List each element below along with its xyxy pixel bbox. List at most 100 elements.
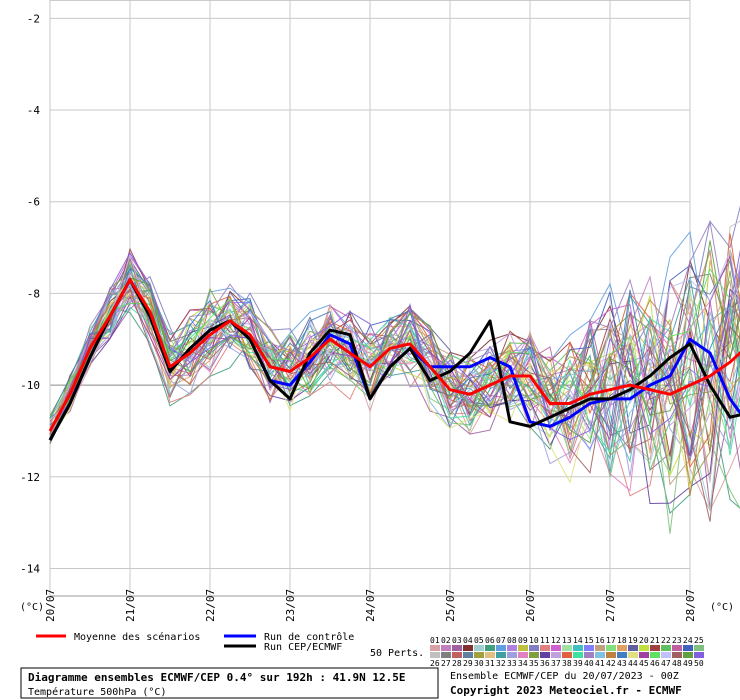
- legend-label-control: Run de contrôle: [264, 631, 354, 643]
- x-tick-label: 24/07: [364, 589, 377, 622]
- perturbation-swatch: [639, 652, 649, 658]
- perturbation-swatch: [441, 645, 451, 651]
- series-line-mean: [48, 278, 740, 432]
- chart-title: Diagramme ensembles ECMWF/CEP 0.4° sur 1…: [28, 671, 406, 684]
- legend-label-cep: Run CEP/ECMWF: [264, 642, 342, 653]
- perturbation-swatch: [650, 652, 660, 658]
- perturbation-code: 46: [650, 659, 660, 668]
- perturbations-label: 50 Perts.: [370, 648, 424, 659]
- perturbation-code: 33: [507, 659, 517, 668]
- perturbation-swatch: [694, 645, 704, 651]
- perturbation-code: 36: [540, 659, 550, 668]
- perturbation-swatch: [430, 652, 440, 658]
- perturbation-code: 03: [452, 636, 462, 645]
- perturbation-swatch: [595, 645, 605, 651]
- perturbation-line: [49, 267, 740, 426]
- perturbation-code: 13: [562, 636, 572, 645]
- perturbation-code: 34: [518, 659, 528, 668]
- perturbation-swatch: [518, 652, 528, 658]
- perturbation-swatch: [584, 652, 594, 658]
- perturbation-code: 14: [573, 636, 583, 645]
- perturbation-swatch: [617, 645, 627, 651]
- perturbation-code: 47: [661, 659, 671, 668]
- perturbation-line: [49, 288, 740, 522]
- perturbation-swatch: [474, 652, 484, 658]
- perturbation-line: [49, 255, 740, 496]
- perturbation-swatch: [628, 652, 638, 658]
- perturbation-code: 31: [485, 659, 495, 668]
- perturbation-code: 42: [606, 659, 616, 668]
- x-tick-label: 21/07: [124, 589, 137, 622]
- perturbation-code: 18: [617, 636, 627, 645]
- perturbation-swatch: [551, 652, 561, 658]
- y-tick-label: -10: [20, 379, 40, 392]
- x-tick-label: 20/07: [44, 589, 57, 622]
- perturbation-swatch: [584, 645, 594, 651]
- perturbation-code: 11: [540, 636, 550, 645]
- perturbation-code: 24: [683, 636, 693, 645]
- title-box: [20, 667, 439, 699]
- x-tick-label: 26/07: [524, 589, 537, 622]
- chart-subtitle: Température 500hPa (°C): [28, 686, 166, 698]
- perturbation-code: 30: [474, 659, 484, 668]
- perturbation-swatch: [496, 652, 506, 658]
- legend: Moyenne des scénarios Run de contrôle Ru…: [36, 631, 424, 659]
- perturbation-swatch: [529, 652, 539, 658]
- perturbation-code: 44: [628, 659, 638, 668]
- perturbation-code: 39: [573, 659, 583, 668]
- perturbation-code: 27: [441, 659, 451, 668]
- perturbation-swatch: [650, 645, 660, 651]
- perturbation-swatch: [694, 652, 704, 658]
- perturbation-swatch: [463, 645, 473, 651]
- y-axis-unit-left: (°C): [20, 602, 44, 613]
- x-tick-label: 22/07: [204, 589, 217, 622]
- perturbation-code: 05: [474, 636, 484, 645]
- perturbation-code: 29: [463, 659, 473, 668]
- perturbation-code: 45: [639, 659, 649, 668]
- perturbation-swatch: [683, 652, 693, 658]
- perturbation-code: 19: [628, 636, 638, 645]
- perturbation-code: 48: [672, 659, 682, 668]
- perturbation-swatch: [672, 645, 682, 651]
- x-tick-labels: 20/07 21/07 22/07 23/07 24/07 25/07 26/07 27/07…: [44, 589, 697, 622]
- y-tick-labels: -2 -4 -6 -8 -10 -12 -14: [20, 12, 40, 575]
- perturbation-code: 37: [551, 659, 561, 668]
- perturbation-code: 32: [496, 659, 506, 668]
- perturbation-line: [49, 267, 740, 456]
- perturbation-swatch: [540, 645, 550, 651]
- perturbation-legend: 01 02 03 04 05 06 07 08 09 10 11 12 13 14 15 16 17 18 19 20…: [430, 636, 704, 668]
- perturbation-swatch: [485, 652, 495, 658]
- x-tick-label: 23/07: [284, 589, 297, 622]
- y-tick-label: -8: [27, 287, 40, 300]
- perturbation-swatch: [606, 645, 616, 651]
- perturbation-line: [49, 288, 740, 505]
- perturbation-code: 21: [650, 636, 660, 645]
- perturbation-swatch: [661, 645, 671, 651]
- perturbation-code: 41: [595, 659, 605, 668]
- perturbation-swatch: [639, 645, 649, 651]
- perturbation-code: 26: [430, 659, 440, 668]
- perturbation-line: [49, 278, 740, 489]
- perturbation-swatch: [661, 652, 671, 658]
- perturbation-code: 09: [518, 636, 528, 645]
- perturbation-code: 06: [485, 636, 495, 645]
- perturbation-swatch: [496, 645, 506, 651]
- perturbation-swatch: [628, 645, 638, 651]
- perturbation-swatch: [430, 645, 440, 651]
- perturbation-code: 12: [551, 636, 561, 645]
- y-tick-label: -12: [20, 471, 40, 484]
- perturbation-code: 08: [507, 636, 517, 645]
- perturbation-swatch: [507, 645, 517, 651]
- perturbation-code: 04: [463, 636, 473, 645]
- y-tick-label: -14: [20, 562, 40, 575]
- perturbation-swatch: [617, 652, 627, 658]
- footer-copyright: Copyright 2023 Meteociel.fr - ECMWF: [450, 684, 682, 697]
- perturbation-line: [49, 240, 740, 444]
- perturbation-code: 40: [584, 659, 594, 668]
- perturbation-swatch: [485, 645, 495, 651]
- perturbation-code: 16: [595, 636, 605, 645]
- perturbation-swatch: [562, 645, 572, 651]
- perturbation-code: 22: [661, 636, 671, 645]
- perturbation-swatch: [507, 652, 517, 658]
